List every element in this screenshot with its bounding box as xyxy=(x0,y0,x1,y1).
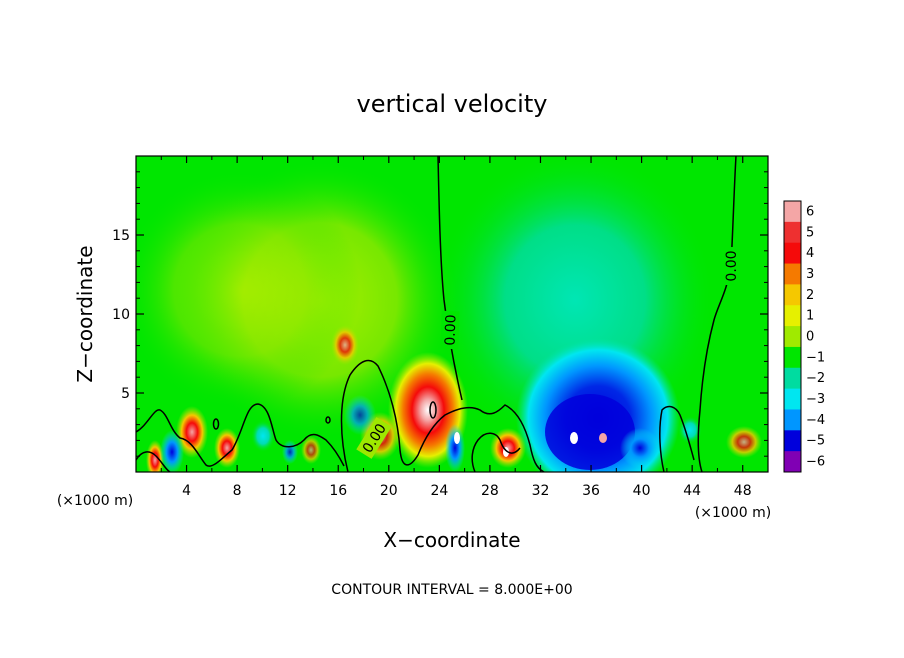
zero-contour xyxy=(471,432,521,472)
colorbar-label: −6 xyxy=(806,455,825,470)
colorbar-swatch xyxy=(784,263,801,285)
downdraft-cell xyxy=(160,430,184,472)
y-tick-label: 5 xyxy=(121,386,130,402)
downdraft-cell xyxy=(678,416,702,444)
plot-area xyxy=(136,156,768,472)
peak-downdraft-spot xyxy=(599,433,607,443)
peak-updraft-spot xyxy=(454,432,460,444)
updraft-cell xyxy=(331,325,359,365)
zero-contour xyxy=(325,416,331,424)
colorbar-label: 3 xyxy=(806,267,814,282)
colorbar-label: −1 xyxy=(806,350,825,365)
colorbar-label: 5 xyxy=(806,225,814,240)
contour-label: 0.00 xyxy=(442,314,459,346)
zero-contour xyxy=(697,156,737,472)
colorbar-label: −4 xyxy=(806,413,825,428)
x-tick-label: 8 xyxy=(233,483,242,499)
colorbar-swatch xyxy=(784,388,801,410)
contour-label-bg xyxy=(440,310,460,350)
x-tick-label: 12 xyxy=(279,483,297,499)
colorbar-swatch xyxy=(784,201,801,223)
x-tick-label: 16 xyxy=(329,483,347,499)
x-unit-right: (×1000 m) xyxy=(695,505,771,521)
colorbar-label: 6 xyxy=(806,204,814,219)
zero-contour xyxy=(340,359,545,472)
chart-title: vertical velocity xyxy=(357,90,548,118)
contour-label: 0.00 xyxy=(724,250,740,281)
x-ticks: 4 8 12 16 20 24 28 32 36 40 44 48 xyxy=(160,156,752,499)
colorbar-swatch xyxy=(784,451,801,473)
contour-label-bg xyxy=(356,417,392,459)
colorbar-label: 1 xyxy=(806,309,814,324)
colorbar-label: −2 xyxy=(806,371,825,386)
colorbar-swatch xyxy=(784,346,801,369)
x-tick-label: 24 xyxy=(430,483,448,499)
x-tick-label: 28 xyxy=(481,483,499,499)
colorbar-swatch xyxy=(784,221,801,244)
contour-label-bg xyxy=(722,247,740,285)
x-tick-label: 40 xyxy=(633,483,651,499)
peak-downdraft-spot xyxy=(570,432,578,444)
downdraft-cell xyxy=(251,420,275,452)
footer-contour-interval: CONTOUR INTERVAL = 8.000E+00 xyxy=(331,582,572,598)
x-tick-label: 20 xyxy=(380,483,398,499)
updraft-cell xyxy=(301,436,321,464)
colorbar-swatch xyxy=(784,242,801,265)
downdraft-cell xyxy=(620,428,660,468)
colorbar: 6 5 4 3 2 1 0 −1 −2 −3 −4 −5 −6 xyxy=(783,200,825,473)
downdraft-cell xyxy=(344,395,376,435)
colorbar-swatch xyxy=(784,284,801,306)
colorbar-swatch xyxy=(784,367,801,390)
zero-contour xyxy=(437,156,463,401)
colorbar-label: −5 xyxy=(806,434,825,449)
y-tick-label: 10 xyxy=(112,307,130,323)
colorbar-label: 4 xyxy=(806,246,814,261)
colorbar-swatch xyxy=(784,326,801,348)
colorbar-frame xyxy=(783,200,802,473)
colorbar-label: 2 xyxy=(806,288,814,303)
zero-contour xyxy=(136,451,171,472)
colorbar-label: 0 xyxy=(806,330,814,345)
x-tick-label: 48 xyxy=(734,483,752,499)
updraft-cell xyxy=(726,426,762,458)
x-tick-label: 4 xyxy=(182,483,191,499)
updraft-cell xyxy=(176,406,208,458)
x-tick-label: 32 xyxy=(532,483,550,499)
updraft-cell xyxy=(214,428,240,468)
zero-contour-lines xyxy=(136,156,737,472)
colorbar-swatch xyxy=(784,305,801,327)
downdraft-cell xyxy=(445,424,465,472)
x-tick-label: 36 xyxy=(582,483,600,499)
x-axis-label: X−coordinate xyxy=(383,528,520,552)
zero-contour xyxy=(212,418,220,430)
y-tick-label: 15 xyxy=(112,228,130,244)
downdraft-cell xyxy=(282,440,298,464)
weak-updraft-region xyxy=(136,170,360,410)
y-ticks: 5 10 15 xyxy=(112,171,768,457)
zero-contour xyxy=(429,401,437,419)
downdraft-core xyxy=(545,394,635,470)
x-tick-label: 44 xyxy=(683,483,701,499)
zero-contour xyxy=(136,403,345,467)
colorbar-swatch xyxy=(784,430,801,452)
colorbar-label: −3 xyxy=(806,392,825,407)
y-axis-label: Z−coordinate xyxy=(73,245,97,382)
colorbar-swatch xyxy=(784,409,801,431)
x-unit-left: (×1000 m) xyxy=(57,493,133,509)
zero-contour xyxy=(659,405,695,472)
